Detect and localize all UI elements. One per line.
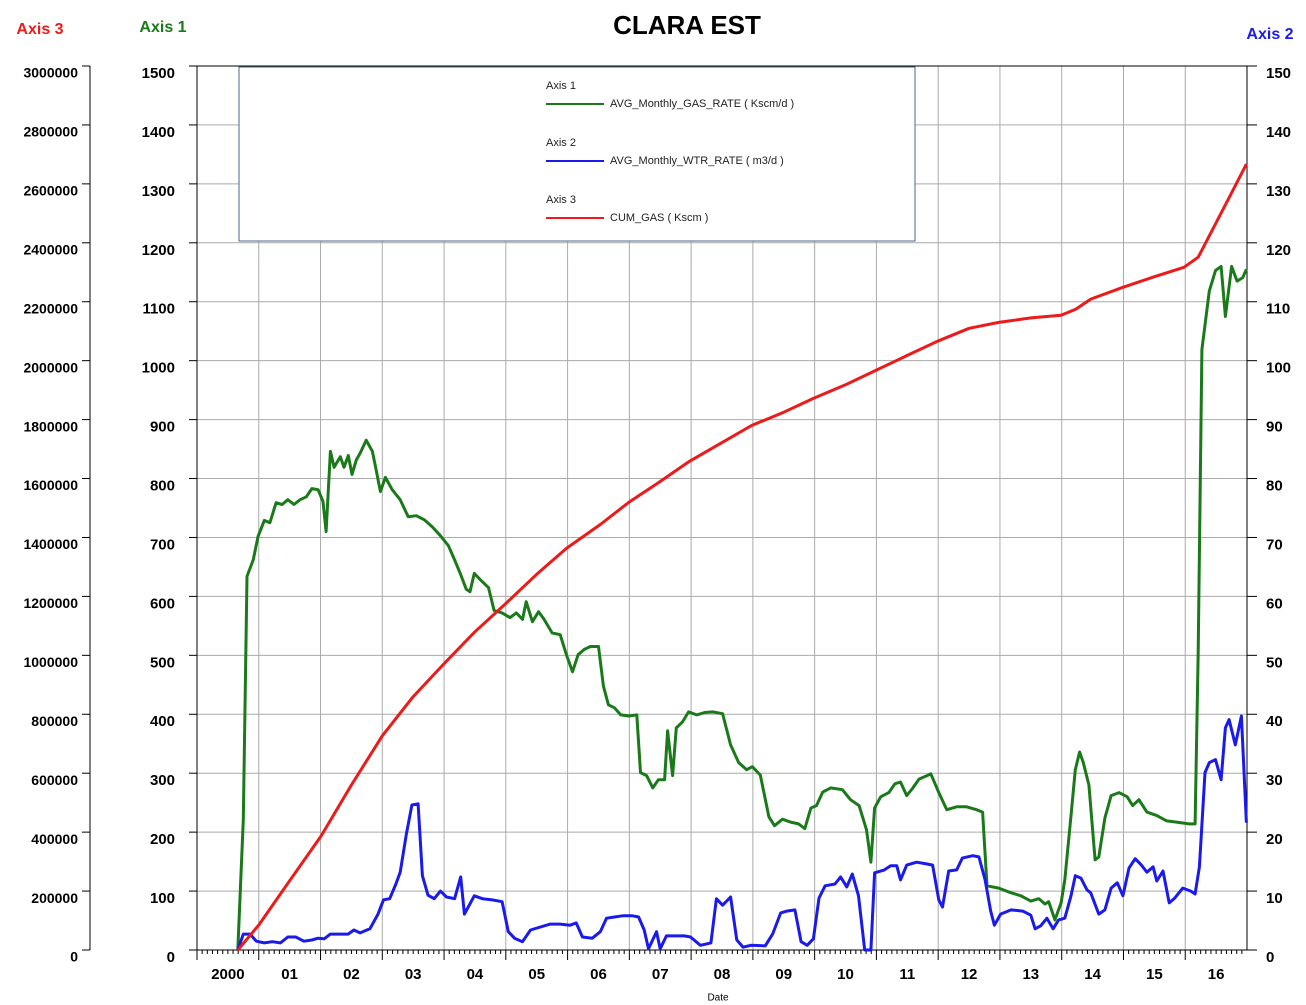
- y-tick-label: 300: [150, 772, 175, 789]
- x-tick-label: 05: [528, 966, 545, 983]
- legend-label: CUM_GAS ( Kscm ): [610, 212, 708, 224]
- y3-tick-label: 600000: [31, 772, 78, 788]
- y3-tick-label: 2000000: [23, 359, 78, 375]
- y-tick-label: 200: [150, 831, 175, 848]
- x-tick-label: 10: [837, 966, 854, 983]
- y3-tick-label: 200000: [31, 890, 78, 906]
- legend-label: AVG_Monthly_WTR_RATE ( m3/d ): [610, 155, 784, 167]
- y2-tick-label: 70: [1266, 536, 1283, 553]
- x-tick-label: 03: [405, 966, 422, 983]
- x-tick-label: 15: [1146, 966, 1163, 983]
- y-tick-label: 1500: [142, 65, 175, 82]
- y-axis-label: Axis 1: [139, 19, 186, 36]
- x-tick-label: 02: [343, 966, 360, 983]
- y2-tick-label: 110: [1266, 301, 1290, 318]
- y3-tick-label: 1400000: [23, 536, 78, 552]
- y2-tick-label: 50: [1266, 654, 1283, 671]
- y3-axis-label: Axis 3: [16, 21, 63, 38]
- series-line: [236, 163, 1248, 951]
- y2-tick-label: 100: [1266, 360, 1291, 377]
- y3-tick-label: 2200000: [23, 300, 78, 316]
- y3-tick-label: 400000: [31, 831, 78, 847]
- y2-tick-label: 80: [1266, 478, 1283, 495]
- y2-tick-label: 150: [1266, 65, 1291, 82]
- y2-tick-label: 10: [1266, 890, 1283, 907]
- x-tick-label: 01: [281, 966, 298, 983]
- legend-group: Axis 1: [546, 80, 576, 92]
- y3-tick-label: 1800000: [23, 418, 78, 434]
- legend: [238, 66, 916, 242]
- chart-title: CLARA EST: [613, 10, 761, 40]
- y2-tick-label: 20: [1266, 831, 1283, 848]
- x-tick-label: 07: [652, 966, 669, 983]
- y3-tick-label: 3000000: [23, 65, 78, 81]
- y-tick-label: 600: [150, 595, 175, 612]
- y2-tick-label: 30: [1266, 772, 1283, 789]
- legend-group: Axis 2: [546, 137, 576, 149]
- y3-tick-label: 1000000: [23, 654, 78, 670]
- x-tick-label: 04: [467, 966, 484, 983]
- y3-tick-label: 2800000: [23, 124, 78, 140]
- x-tick-label: 14: [1084, 966, 1101, 983]
- y-tick-label: 0: [167, 949, 175, 966]
- y-tick-label: 900: [150, 419, 175, 436]
- series-line: [236, 714, 1248, 952]
- y-tick-label: 400: [150, 713, 175, 730]
- y-tick-label: 1400: [142, 124, 175, 141]
- y2-tick-label: 0: [1266, 949, 1274, 966]
- plot-frame: [196, 65, 1248, 951]
- x-axis-label: Date: [707, 993, 729, 1004]
- y2-tick-label: 140: [1266, 124, 1291, 141]
- y3-tick-label: 2400000: [23, 242, 78, 258]
- y3-tick-label: 1200000: [23, 595, 78, 611]
- x-tick-label: 16: [1208, 966, 1225, 983]
- y-tick-label: 800: [150, 478, 175, 495]
- x-tick-label: 13: [1022, 966, 1039, 983]
- y2-tick-label: 120: [1266, 242, 1291, 259]
- y3-tick-label: 0: [70, 949, 78, 965]
- x-tick-label: 12: [961, 966, 978, 983]
- y-tick-label: 1100: [142, 301, 175, 318]
- y2-tick-label: 40: [1266, 713, 1283, 730]
- y2-tick-label: 130: [1266, 183, 1291, 200]
- x-tick-label: 09: [775, 966, 792, 983]
- y2-axis-label: Axis 2: [1246, 26, 1293, 43]
- y-tick-label: 1000: [142, 360, 175, 377]
- legend-label: AVG_Monthly_GAS_RATE ( Kscm/d ): [610, 98, 794, 110]
- x-tick-label: 08: [714, 966, 731, 983]
- y2-tick-label: 60: [1266, 595, 1283, 612]
- y2-tick-label: 90: [1266, 419, 1283, 436]
- y3-tick-label: 1600000: [23, 477, 78, 493]
- series-line: [236, 264, 1248, 951]
- y3-tick-label: 2600000: [23, 183, 78, 199]
- y-tick-label: 500: [150, 654, 175, 671]
- legend-group: Axis 3: [546, 194, 576, 206]
- y-tick-label: 1300: [142, 183, 175, 200]
- y-tick-label: 700: [150, 536, 175, 553]
- x-tick-label: 11: [899, 966, 915, 983]
- x-tick-label: 06: [590, 966, 607, 983]
- x-tick-label: 2000: [211, 966, 244, 983]
- y-tick-label: 100: [150, 890, 175, 907]
- y-tick-label: 1200: [142, 242, 175, 259]
- y3-tick-label: 800000: [31, 713, 78, 729]
